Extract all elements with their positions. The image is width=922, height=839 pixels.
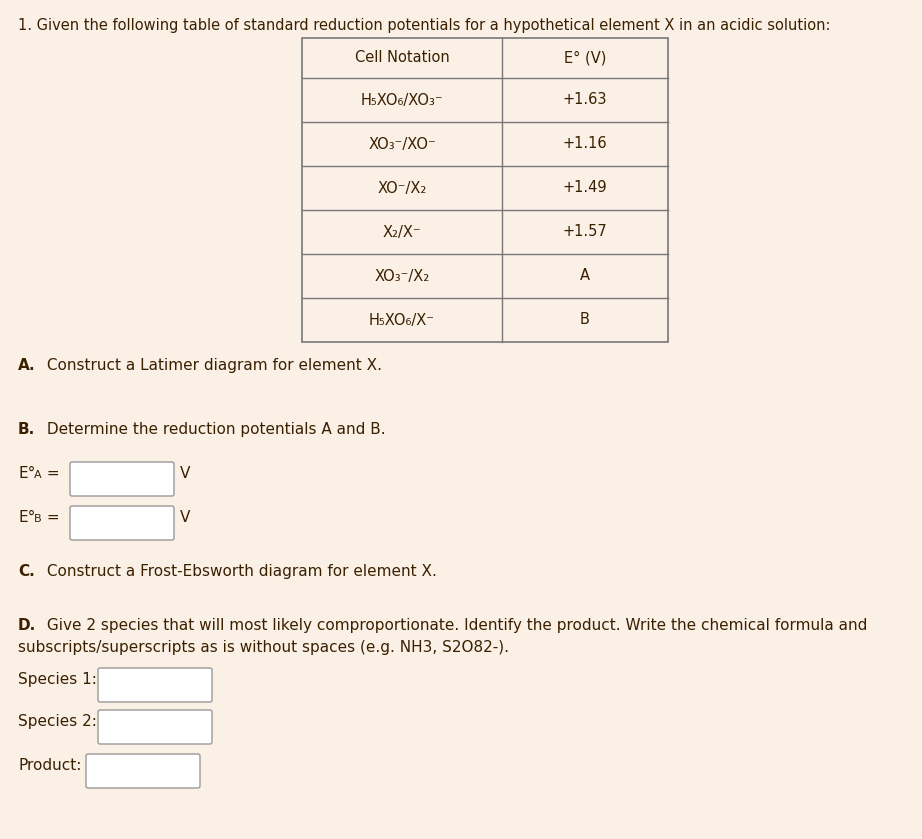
Text: E°: E° xyxy=(18,510,35,525)
Text: B: B xyxy=(580,312,590,327)
Text: V: V xyxy=(180,510,190,525)
Text: A: A xyxy=(580,268,590,284)
Text: +1.49: +1.49 xyxy=(562,180,608,195)
Text: A: A xyxy=(34,470,41,480)
Text: B: B xyxy=(34,514,41,524)
Text: C.: C. xyxy=(18,564,35,579)
Text: +1.57: +1.57 xyxy=(562,225,608,239)
FancyBboxPatch shape xyxy=(70,462,174,496)
Text: XO⁻/X₂: XO⁻/X₂ xyxy=(377,180,427,195)
Text: =: = xyxy=(42,466,60,481)
Text: Construct a Latimer diagram for element X.: Construct a Latimer diagram for element … xyxy=(42,358,382,373)
Text: subscripts/superscripts as is without spaces (e.g. NH3, S2O82-).: subscripts/superscripts as is without sp… xyxy=(18,640,509,655)
Text: A.: A. xyxy=(18,358,36,373)
Text: =: = xyxy=(42,510,60,525)
FancyBboxPatch shape xyxy=(98,710,212,744)
FancyBboxPatch shape xyxy=(70,506,174,540)
Text: Cell Notation: Cell Notation xyxy=(355,50,449,65)
Text: XO₃⁻/X₂: XO₃⁻/X₂ xyxy=(374,268,430,284)
Text: Determine the reduction potentials A and B.: Determine the reduction potentials A and… xyxy=(42,422,385,437)
Text: X₂/X⁻: X₂/X⁻ xyxy=(383,225,421,239)
Text: Give 2 species that will most likely comproportionate. Identify the product. Wri: Give 2 species that will most likely com… xyxy=(42,618,868,633)
Text: E° (V): E° (V) xyxy=(564,50,606,65)
Text: B.: B. xyxy=(18,422,35,437)
Text: 1. Given the following table of standard reduction potentials for a hypothetical: 1. Given the following table of standard… xyxy=(18,18,831,33)
Text: XO₃⁻/XO⁻: XO₃⁻/XO⁻ xyxy=(368,137,436,152)
Text: +1.63: +1.63 xyxy=(562,92,608,107)
Text: Species 2:: Species 2: xyxy=(18,714,97,729)
Text: D.: D. xyxy=(18,618,36,633)
Text: V: V xyxy=(180,466,190,481)
Text: E°: E° xyxy=(18,466,35,481)
Text: Construct a Frost-Ebsworth diagram for element X.: Construct a Frost-Ebsworth diagram for e… xyxy=(42,564,437,579)
Text: H₅XO₆/X⁻: H₅XO₆/X⁻ xyxy=(369,312,435,327)
Bar xyxy=(302,38,668,342)
Text: Product:: Product: xyxy=(18,758,81,773)
FancyBboxPatch shape xyxy=(86,754,200,788)
Text: H₅XO₆/XO₃⁻: H₅XO₆/XO₃⁻ xyxy=(361,92,443,107)
FancyBboxPatch shape xyxy=(98,668,212,702)
Text: Species 1:: Species 1: xyxy=(18,672,97,687)
Text: +1.16: +1.16 xyxy=(562,137,608,152)
